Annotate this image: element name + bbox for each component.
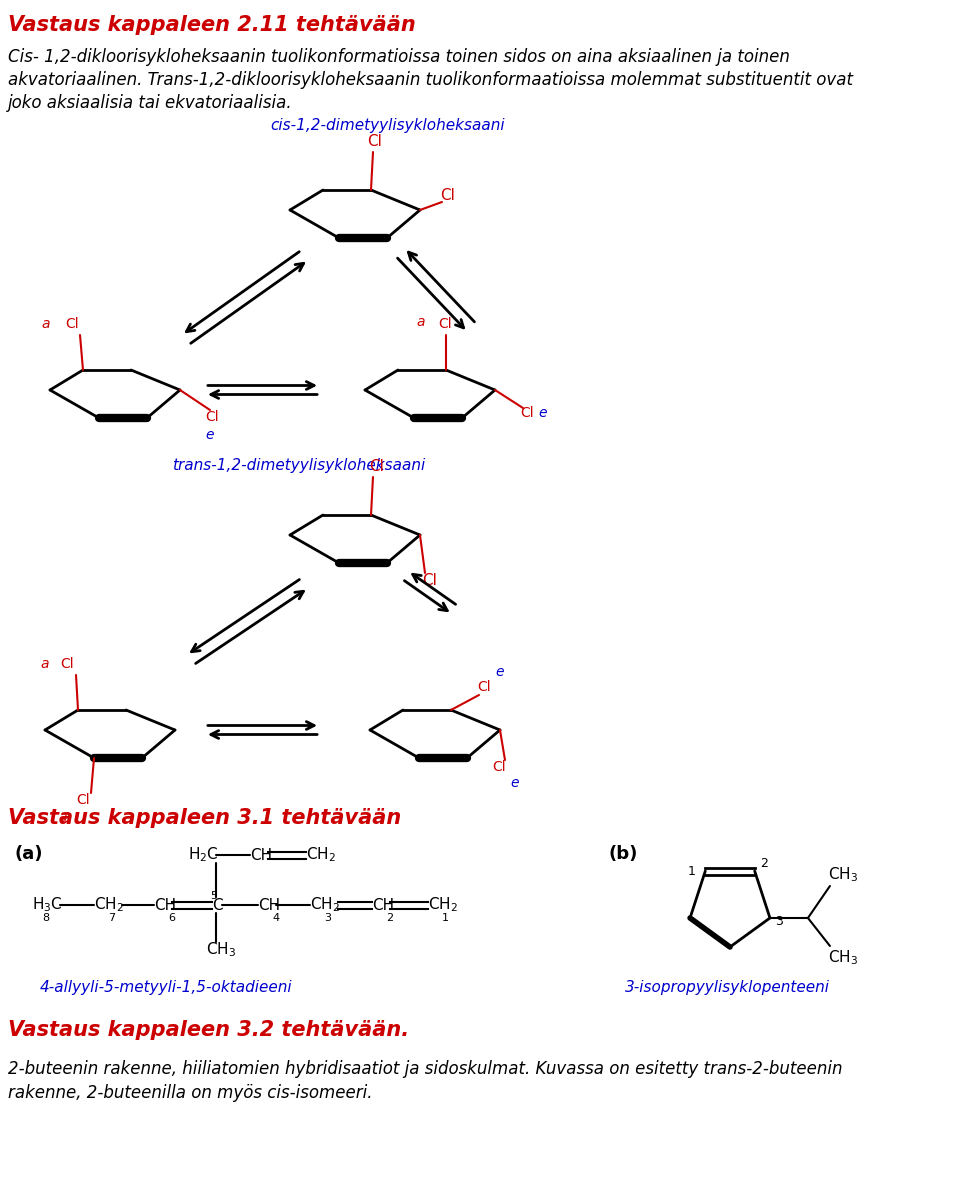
Text: joko aksiaalisia tai ekvatoriaalisia.: joko aksiaalisia tai ekvatoriaalisia. — [8, 95, 293, 112]
Text: CH: CH — [372, 897, 395, 913]
Text: 3: 3 — [775, 915, 782, 928]
Text: H$_3$C: H$_3$C — [32, 896, 62, 915]
Text: 2: 2 — [759, 857, 768, 870]
Text: Cl: Cl — [369, 459, 384, 474]
Text: 8: 8 — [42, 913, 49, 923]
Text: 1: 1 — [442, 913, 449, 923]
Text: Cl: Cl — [422, 573, 437, 587]
Text: CH$_2$: CH$_2$ — [306, 845, 336, 864]
Text: CH$_3$: CH$_3$ — [828, 865, 858, 884]
Text: e: e — [510, 777, 518, 790]
Text: Cl: Cl — [205, 410, 219, 424]
Text: 4-allyyli-5-metyyli-1,5-oktadieeni: 4-allyyli-5-metyyli-1,5-oktadieeni — [40, 980, 293, 995]
Text: CH: CH — [258, 897, 280, 913]
Text: 5: 5 — [210, 891, 217, 901]
Text: CH$_2$: CH$_2$ — [428, 896, 458, 915]
Text: CH$_2$: CH$_2$ — [94, 896, 124, 915]
Text: (a): (a) — [15, 845, 43, 863]
Text: 2-buteenin rakenne, hiiliatomien hybridisaatiot ja sidoskulmat. Kuvassa on esite: 2-buteenin rakenne, hiiliatomien hybridi… — [8, 1060, 843, 1078]
Text: (b): (b) — [608, 845, 637, 863]
Text: a: a — [40, 657, 49, 671]
Text: akvatoriaalinen. Trans-1,2-dikloorisykloheksaanin tuolikonformaatioissa molemmat: akvatoriaalinen. Trans-1,2-dikloorisyklo… — [8, 71, 853, 89]
Text: 4: 4 — [272, 913, 279, 923]
Text: Cl: Cl — [520, 405, 534, 420]
Text: trans-1,2-dimetyylisykloheksaani: trans-1,2-dimetyylisykloheksaani — [172, 457, 425, 473]
Text: H$_2$C: H$_2$C — [188, 845, 219, 864]
Text: cis-1,2-dimetyylisykloheksaani: cis-1,2-dimetyylisykloheksaani — [270, 118, 505, 134]
Text: Cl: Cl — [367, 134, 382, 149]
Text: e: e — [205, 428, 213, 442]
Text: Cis- 1,2-dikloorisykloheksaanin tuolikonformatioissa toinen sidos on aina aksiaa: Cis- 1,2-dikloorisykloheksaanin tuolikon… — [8, 48, 790, 66]
Text: CH$_3$: CH$_3$ — [206, 941, 236, 960]
Text: Cl: Cl — [492, 760, 506, 774]
Text: Vastaus kappaleen 3.1 tehtävään: Vastaus kappaleen 3.1 tehtävään — [8, 808, 401, 829]
Text: Vastaus kappaleen 2.11 tehtävään: Vastaus kappaleen 2.11 tehtävään — [8, 15, 416, 35]
Text: 3: 3 — [324, 913, 331, 923]
Text: CH: CH — [154, 897, 176, 913]
Text: C: C — [212, 897, 223, 913]
Text: 1: 1 — [687, 865, 695, 878]
Text: a: a — [58, 810, 66, 824]
Text: 2: 2 — [386, 913, 394, 923]
Text: Vastaus kappaleen 3.2 tehtävään.: Vastaus kappaleen 3.2 tehtävään. — [8, 1020, 409, 1040]
Text: Cl: Cl — [76, 793, 89, 807]
Text: 6: 6 — [168, 913, 175, 923]
Text: Cl: Cl — [440, 188, 455, 203]
Text: Cl: Cl — [60, 657, 74, 671]
Text: e: e — [538, 405, 546, 420]
Text: CH$_2$: CH$_2$ — [310, 896, 340, 915]
Text: a: a — [41, 317, 50, 331]
Text: Cl: Cl — [438, 317, 451, 331]
Text: CH: CH — [250, 847, 272, 863]
Text: Cl: Cl — [65, 317, 79, 331]
Text: CH$_3$: CH$_3$ — [828, 948, 858, 967]
Text: 3-isopropyylisyklopenteeni: 3-isopropyylisyklopenteeni — [625, 980, 830, 995]
Text: Cl: Cl — [477, 680, 491, 694]
Text: e: e — [495, 665, 503, 678]
Text: 7: 7 — [108, 913, 115, 923]
Text: rakenne, 2-buteenilla on myös cis-isomeeri.: rakenne, 2-buteenilla on myös cis-isomee… — [8, 1084, 372, 1102]
Text: a: a — [416, 314, 424, 329]
